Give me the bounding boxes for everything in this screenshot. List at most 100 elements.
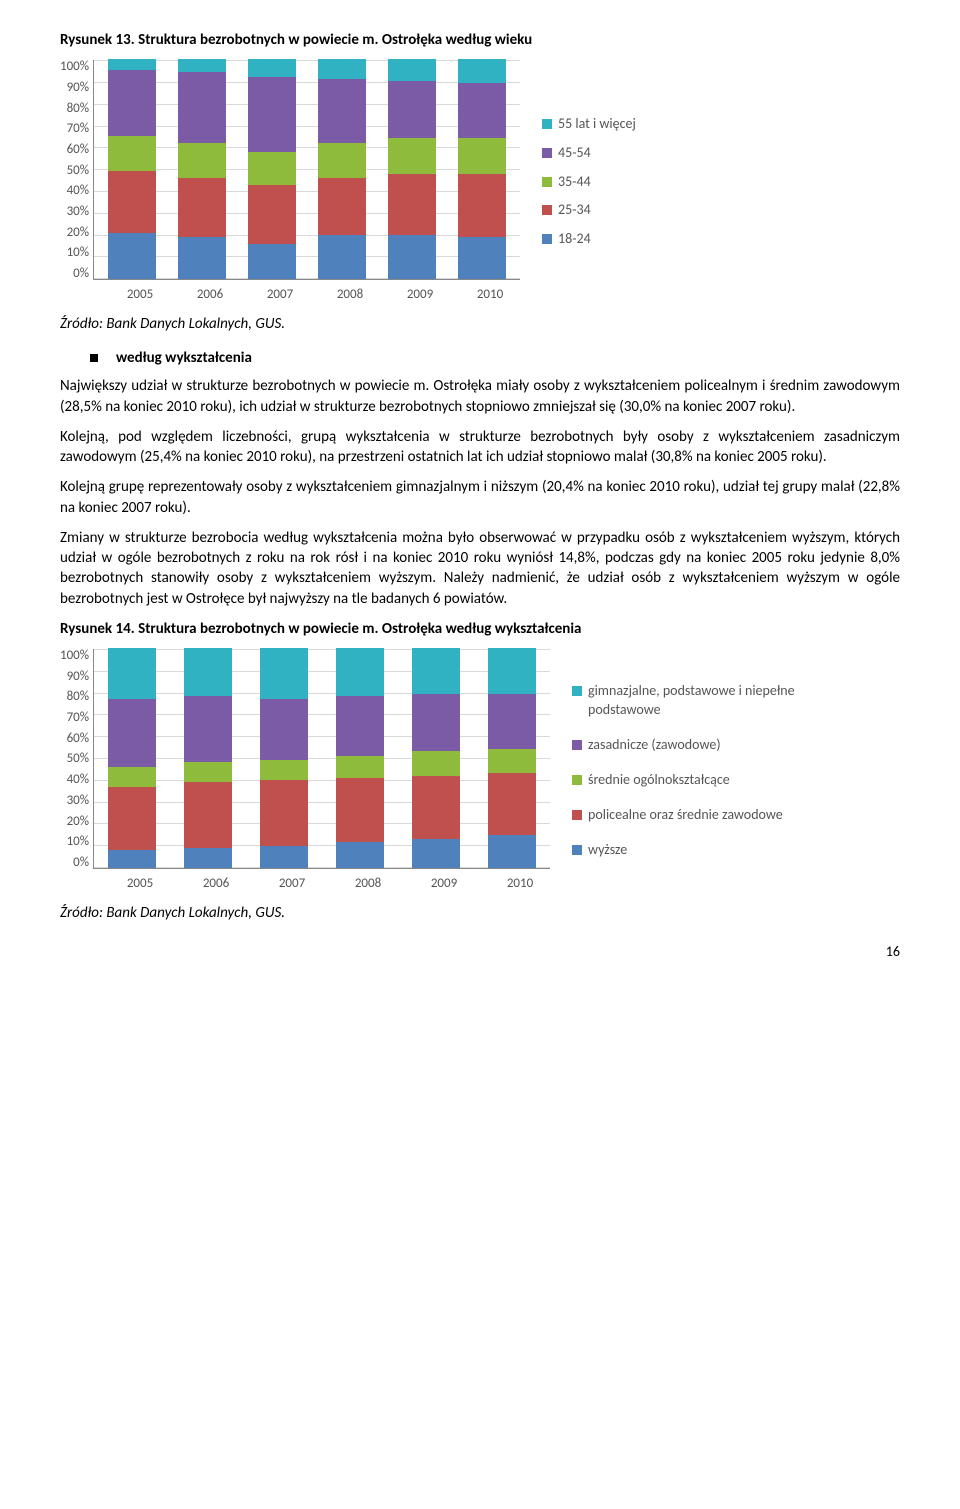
x-tick: 2006	[186, 286, 234, 304]
y-tick: 60%	[67, 732, 89, 745]
legend-item: średnie ogólnokształcące	[572, 771, 852, 790]
bar-segment	[458, 83, 506, 138]
y-tick: 100%	[60, 60, 89, 73]
y-tick: 100%	[60, 649, 89, 662]
bar-segment	[388, 59, 436, 81]
bar-segment	[184, 848, 232, 868]
bar-segment	[108, 767, 156, 787]
bar-segment	[458, 237, 506, 279]
bar-segment	[488, 835, 536, 868]
legend-label: zasadnicze (zawodowe)	[588, 736, 721, 755]
paragraph-1: Największy udział w strukturze bezrobotn…	[60, 376, 900, 417]
bar-segment	[388, 174, 436, 236]
bar-segment	[336, 842, 384, 868]
legend-swatch	[542, 234, 552, 244]
bar-segment	[178, 237, 226, 279]
chart1: 100%90%80%70%60%50%40%30%20%10%0% 200520…	[60, 60, 900, 304]
bar	[458, 59, 506, 279]
bar-segment	[488, 773, 536, 835]
y-tick: 10%	[67, 835, 89, 848]
legend-label: średnie ogólnokształcące	[588, 771, 730, 790]
y-tick: 20%	[67, 226, 89, 239]
bar-segment	[336, 648, 384, 696]
chart2-legend: gimnazjalne, podstawowe i niepełne podst…	[572, 649, 852, 893]
paragraph-2: Kolejną, pod względem liczebności, grupą…	[60, 427, 900, 468]
bar-segment	[318, 59, 366, 79]
bar	[336, 648, 384, 868]
y-tick: 60%	[67, 143, 89, 156]
y-tick: 10%	[67, 246, 89, 259]
bar	[488, 648, 536, 868]
y-tick: 0%	[73, 267, 89, 280]
bar-segment	[178, 59, 226, 72]
bar-segment	[336, 696, 384, 755]
bar-segment	[488, 694, 536, 749]
legend-swatch	[542, 119, 552, 129]
y-tick: 30%	[67, 205, 89, 218]
bar-segment	[260, 760, 308, 780]
legend-label: wyższe	[588, 841, 627, 860]
bar-segment	[458, 138, 506, 173]
chart2: 100%90%80%70%60%50%40%30%20%10%0% 200520…	[60, 649, 900, 893]
bar-segment	[336, 756, 384, 778]
legend-swatch	[542, 148, 552, 158]
bar-segment	[458, 174, 506, 238]
bar-segment	[260, 648, 308, 699]
bar-segment	[488, 648, 536, 694]
legend-item: 25-34	[542, 201, 636, 220]
legend-item: policealne oraz średnie zawodowe	[572, 806, 852, 825]
legend-item: zasadnicze (zawodowe)	[572, 736, 852, 755]
bar-segment	[412, 648, 460, 694]
chart1-legend: 55 lat i więcej45-5435-4425-3418-24	[542, 60, 636, 304]
x-tick: 2010	[466, 286, 514, 304]
y-tick: 90%	[67, 81, 89, 94]
chart2-x-axis: 200520062007200820092010	[102, 869, 558, 893]
bar-segment	[108, 136, 156, 171]
bar-segment	[108, 70, 156, 136]
legend-swatch	[542, 177, 552, 187]
x-tick: 2007	[268, 875, 316, 893]
legend-swatch	[572, 686, 582, 696]
legend-swatch	[572, 740, 582, 750]
bar-segment	[388, 235, 436, 279]
x-tick: 2009	[420, 875, 468, 893]
chart2-plot	[93, 649, 550, 869]
y-tick: 70%	[67, 122, 89, 135]
chart2-title: Rysunek 14. Struktura bezrobotnych w pow…	[60, 619, 900, 639]
bar-segment	[178, 178, 226, 237]
bar-segment	[248, 77, 296, 152]
x-tick: 2010	[496, 875, 544, 893]
x-tick: 2006	[192, 875, 240, 893]
bar-segment	[184, 696, 232, 762]
bar-segment	[412, 694, 460, 751]
bar-segment	[260, 780, 308, 846]
chart1-y-axis: 100%90%80%70%60%50%40%30%20%10%0%	[60, 60, 93, 280]
bar-segment	[336, 778, 384, 842]
bar	[388, 59, 436, 279]
bar-segment	[260, 699, 308, 761]
legend-label: 35-44	[558, 173, 591, 192]
paragraph-3: Kolejną grupę reprezentowały osoby z wyk…	[60, 477, 900, 518]
bar	[184, 648, 232, 868]
y-tick: 40%	[67, 773, 89, 786]
bar	[412, 648, 460, 868]
bar-segment	[388, 81, 436, 138]
bar-segment	[108, 171, 156, 233]
x-tick: 2008	[326, 286, 374, 304]
bar-segment	[388, 138, 436, 173]
source2: Źródło: Bank Danych Lokalnych, GUS.	[60, 903, 900, 923]
bar-segment	[412, 839, 460, 868]
legend-label: 55 lat i więcej	[558, 115, 636, 134]
y-tick: 40%	[67, 184, 89, 197]
chart1-x-axis: 200520062007200820092010	[102, 280, 528, 304]
bar-segment	[318, 79, 366, 143]
bar-segment	[184, 648, 232, 696]
chart1-plot	[93, 60, 520, 280]
y-tick: 80%	[67, 690, 89, 703]
bar-segment	[318, 143, 366, 178]
y-tick: 90%	[67, 670, 89, 683]
bar-segment	[184, 762, 232, 782]
bar-segment	[108, 233, 156, 279]
bar-segment	[458, 59, 506, 83]
bar-segment	[248, 59, 296, 77]
